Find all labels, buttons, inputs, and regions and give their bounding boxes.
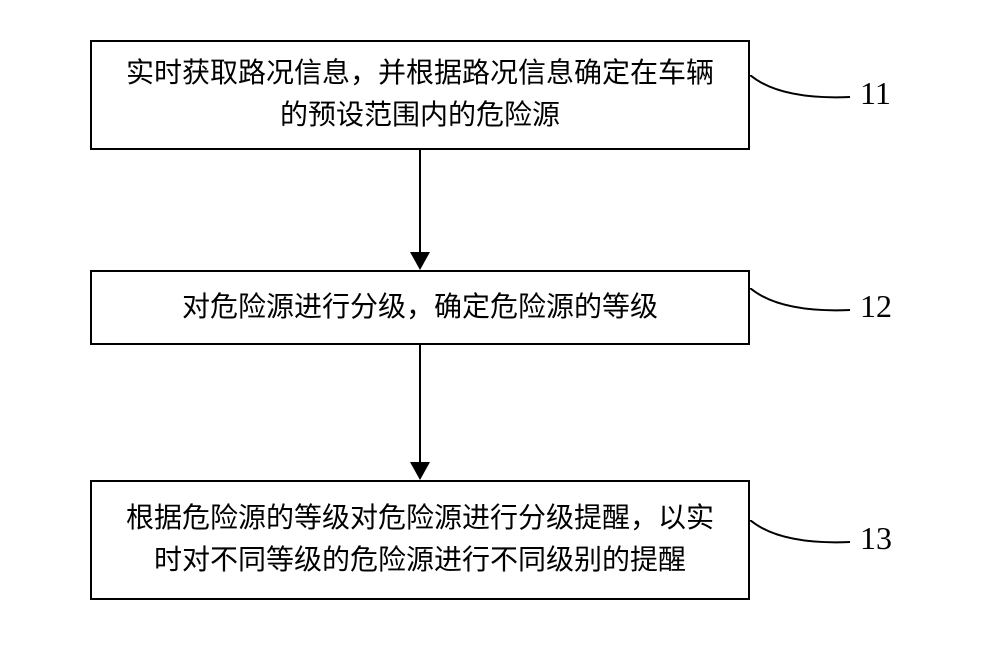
connector-1	[750, 75, 860, 105]
box-3-text: 根据危险源的等级对危险源进行分级提醒，以实时对不同等级的危险源进行不同级别的提醒	[117, 498, 723, 582]
flowchart-box-3: 根据危险源的等级对危险源进行分级提醒，以实时对不同等级的危险源进行不同级别的提醒	[90, 480, 750, 600]
flowchart-box-1: 实时获取路况信息，并根据路况信息确定在车辆的预设范围内的危险源	[90, 40, 750, 150]
flowchart-box-2: 对危险源进行分级，确定危险源的等级	[90, 270, 750, 345]
label-11: 11	[860, 75, 891, 112]
label-13: 13	[860, 520, 892, 557]
box-2-text: 对危险源进行分级，确定危险源的等级	[182, 287, 658, 329]
connector-2	[750, 288, 860, 318]
flowchart-container: 实时获取路况信息，并根据路况信息确定在车辆的预设范围内的危险源 11 对危险源进…	[0, 0, 1000, 650]
arrow-2	[410, 345, 430, 480]
arrow-1	[410, 150, 430, 270]
connector-3	[750, 520, 860, 550]
label-12: 12	[860, 288, 892, 325]
box-1-text: 实时获取路况信息，并根据路况信息确定在车辆的预设范围内的危险源	[117, 53, 723, 137]
